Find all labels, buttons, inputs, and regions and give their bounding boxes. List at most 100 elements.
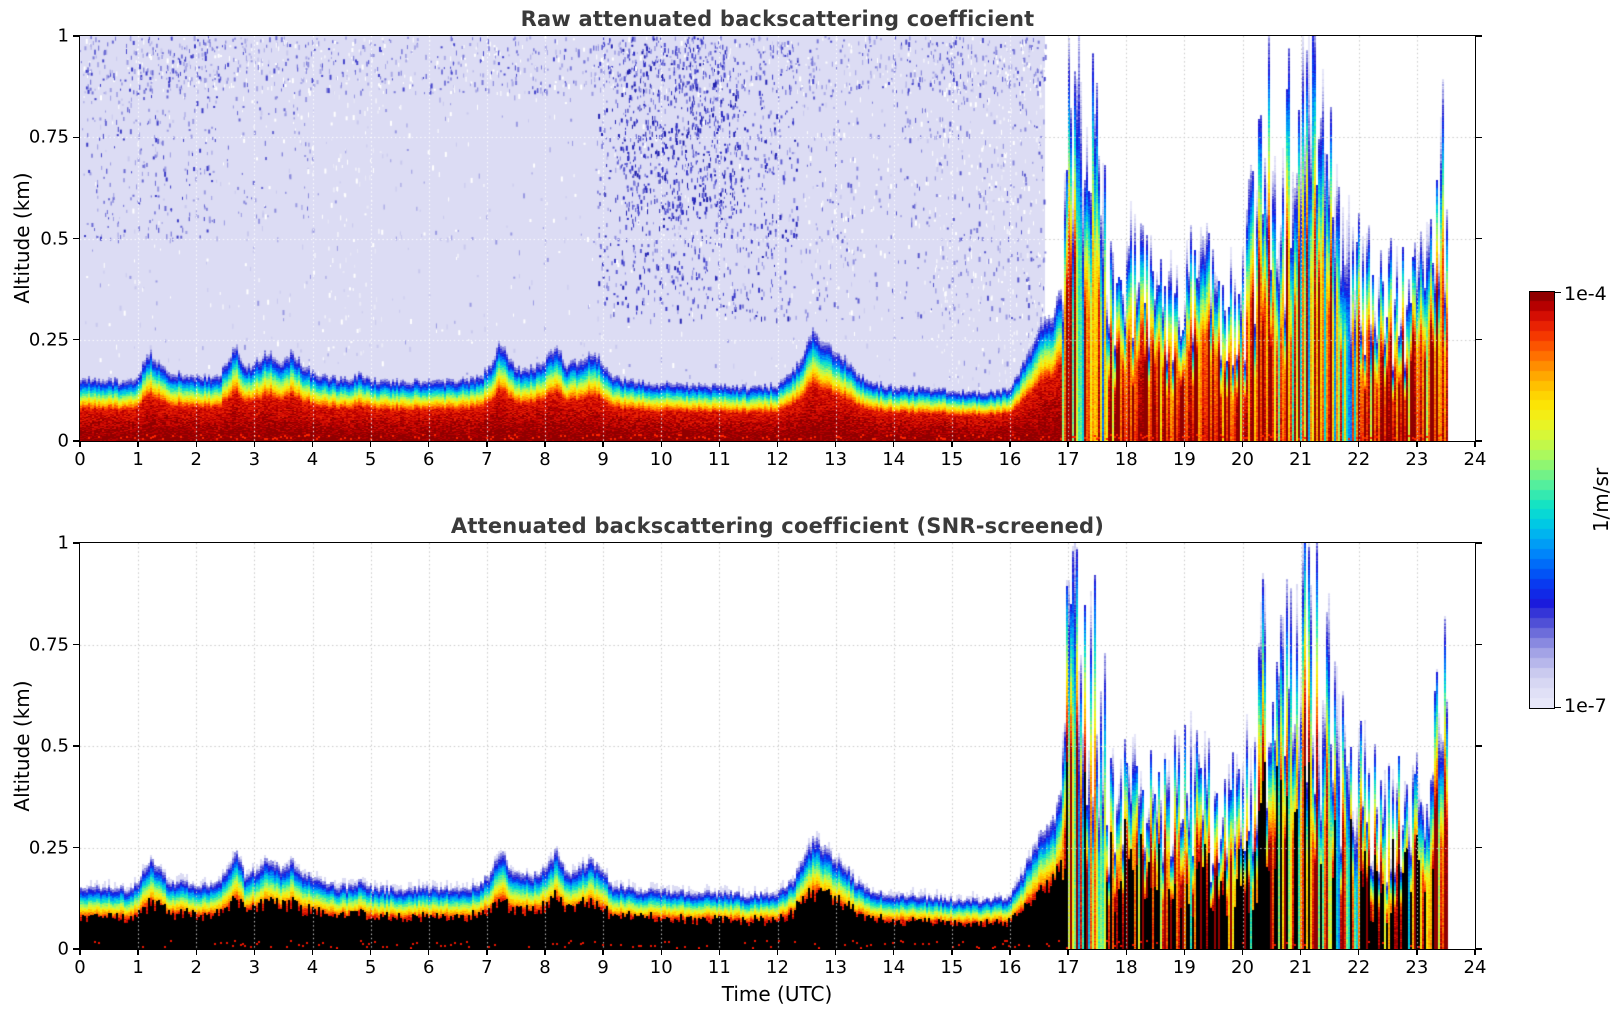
x-tick-label: 2: [190, 957, 202, 978]
x-tick-label: 20: [1231, 957, 1254, 978]
x-tick-label: 18: [1114, 449, 1138, 470]
x-tick-mark: [486, 441, 488, 447]
x-axis-label: Time (UTC): [721, 982, 833, 1006]
x-tick-label: 12: [766, 449, 789, 470]
x-tick-mark: [544, 441, 546, 447]
x-tick-label: 18: [1114, 957, 1138, 978]
colorbar-unit-label: 1/m/sr: [1589, 467, 1613, 533]
panel-1-title: Raw attenuated backscattering coefficien…: [520, 7, 1035, 31]
y-tick-mark-right: [1475, 542, 1482, 544]
x-tick-mark: [1474, 441, 1476, 447]
x-tick-mark: [1125, 949, 1127, 955]
x-tick-label: 7: [481, 957, 493, 978]
x-tick-mark: [1474, 949, 1476, 955]
x-tick-mark: [1299, 949, 1302, 955]
x-tick-label: 0: [74, 449, 86, 470]
x-tick-mark: [718, 441, 721, 447]
x-tick-label: 23: [1405, 957, 1429, 978]
y-tick-mark-right: [1475, 136, 1482, 138]
x-tick-label: 10: [649, 957, 673, 978]
x-tick-label: 15: [940, 957, 964, 978]
x-tick-label: 0: [74, 957, 86, 978]
x-tick-label: 3: [248, 449, 261, 470]
x-tick-mark: [253, 441, 256, 447]
y-tick-mark: [73, 745, 80, 747]
x-tick-label: 11: [707, 957, 731, 978]
y-tick-mark: [73, 643, 80, 646]
x-tick-label: 9: [597, 449, 609, 470]
x-tick-label: 15: [940, 449, 964, 470]
x-tick-label: 21: [1289, 957, 1313, 978]
x-tick-label: 7: [481, 449, 493, 470]
y-tick-label: 0.25: [28, 837, 69, 858]
colorbar-max-label: 1e-4: [1564, 283, 1607, 305]
x-tick-mark: [544, 949, 546, 955]
x-tick-mark: [834, 949, 837, 955]
x-tick-label: 24: [1463, 449, 1487, 470]
colorbar-max-tick: [1555, 291, 1561, 293]
panel-1-heatmap: [80, 36, 1475, 441]
x-tick-label: 17: [1056, 957, 1080, 978]
x-tick-mark: [79, 949, 81, 955]
x-tick-mark: [660, 441, 662, 447]
x-tick-label: 14: [882, 957, 906, 978]
x-tick-label: 4: [306, 449, 319, 470]
x-tick-label: 8: [539, 957, 551, 978]
x-tick-label: 3: [248, 957, 261, 978]
y-tick-mark: [73, 136, 80, 138]
x-tick-label: 9: [597, 957, 609, 978]
x-tick-mark: [369, 441, 372, 447]
x-tick-label: 12: [766, 957, 789, 978]
x-tick-mark: [428, 441, 430, 447]
x-tick-mark: [893, 949, 895, 955]
x-tick-mark: [311, 441, 314, 447]
x-tick-label: 6: [423, 449, 435, 470]
y-tick-mark: [73, 542, 80, 544]
y-tick-mark-right: [1475, 35, 1482, 37]
x-tick-mark: [776, 441, 779, 447]
x-tick-mark: [1358, 441, 1360, 447]
x-tick-mark: [1067, 441, 1069, 447]
x-tick-mark: [1358, 949, 1360, 955]
x-tick-mark: [428, 949, 430, 955]
x-tick-mark: [1067, 949, 1069, 955]
y-tick-label: 0.5: [40, 735, 69, 757]
y-tick-mark-right: [1475, 339, 1482, 341]
x-tick-label: 4: [306, 957, 319, 978]
x-tick-mark: [137, 949, 139, 955]
y-tick-mark-right: [1475, 745, 1482, 747]
colorbar-min-label: 1e-7: [1564, 695, 1607, 717]
x-tick-mark: [1241, 949, 1244, 955]
x-tick-mark: [834, 441, 837, 447]
x-tick-label: 8: [539, 449, 551, 470]
x-tick-mark: [951, 949, 953, 955]
y-tick-mark: [73, 948, 80, 950]
y-tick-label: 0: [57, 430, 69, 452]
y-tick-mark-right: [1475, 643, 1482, 646]
y-tick-mark: [73, 237, 80, 240]
y-tick-label: 1: [57, 532, 69, 554]
y-tick-mark: [73, 339, 80, 341]
x-tick-label: 11: [707, 449, 731, 470]
x-tick-label: 22: [1347, 957, 1371, 978]
x-tick-mark: [79, 441, 81, 447]
x-tick-mark: [602, 949, 604, 955]
x-tick-label: 16: [998, 449, 1022, 470]
y-tick-mark-right: [1475, 846, 1482, 849]
x-tick-mark: [1009, 441, 1011, 447]
y-tick-label: 0.75: [28, 126, 69, 148]
x-tick-mark: [1125, 441, 1127, 447]
x-tick-mark: [1183, 949, 1186, 955]
x-tick-mark: [253, 949, 256, 955]
x-tick-mark: [776, 949, 779, 955]
panel-2-heatmap: [80, 543, 1475, 949]
x-tick-mark: [718, 949, 721, 955]
x-tick-label: 19: [1172, 957, 1196, 978]
y-tick-label: 0.25: [28, 329, 69, 351]
panel-2-title: Attenuated backscattering coefficient (S…: [450, 514, 1105, 538]
x-tick-mark: [1009, 949, 1011, 955]
x-tick-label: 16: [998, 957, 1022, 978]
x-tick-mark: [660, 949, 662, 955]
x-tick-label: 22: [1347, 449, 1371, 470]
